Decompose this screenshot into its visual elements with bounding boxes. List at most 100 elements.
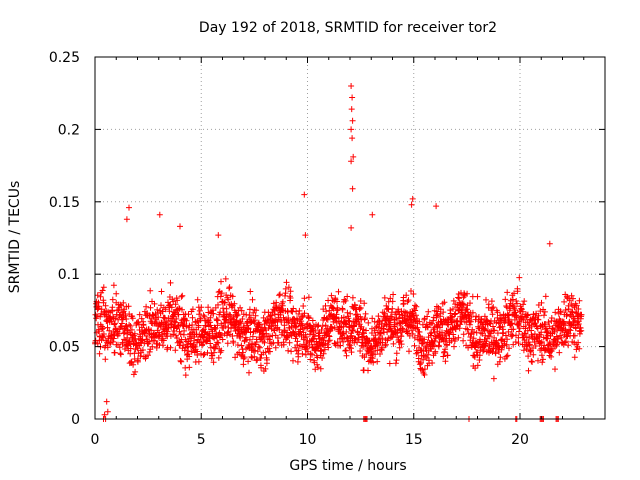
- data-point: [287, 295, 294, 301]
- data-point: [343, 328, 350, 335]
- data-point: [328, 292, 335, 299]
- data-point: [571, 332, 578, 339]
- data-point: [359, 333, 366, 340]
- data-point: [329, 325, 336, 332]
- data-point: [510, 341, 517, 348]
- data-point: [246, 336, 253, 343]
- data-point: [497, 354, 504, 361]
- data-point: [276, 292, 283, 299]
- data-point: [399, 325, 405, 332]
- data-point: [490, 323, 496, 330]
- data-point: [390, 340, 397, 347]
- data-point: [451, 343, 457, 350]
- data-point: [167, 344, 174, 351]
- data-point: [474, 293, 481, 300]
- data-point: [349, 294, 356, 301]
- data-point: [508, 333, 515, 340]
- data-point: [366, 337, 373, 344]
- data-point: [179, 292, 186, 299]
- data-point: [441, 299, 448, 306]
- data-point: [470, 335, 477, 342]
- data-point: [428, 320, 435, 327]
- data-point: [416, 318, 423, 325]
- data-point: [487, 320, 494, 327]
- data-point: [488, 298, 495, 305]
- data-point: [351, 322, 358, 329]
- data-point: [464, 290, 471, 297]
- data-point: [398, 341, 405, 348]
- data-point: [466, 321, 473, 328]
- data-point: [349, 135, 356, 142]
- data-point: [492, 350, 499, 357]
- data-point: [348, 106, 355, 113]
- data-point: [503, 353, 510, 360]
- data-point: [356, 331, 363, 338]
- data-point: [166, 308, 173, 315]
- data-point: [509, 296, 516, 303]
- data-point: [279, 298, 286, 305]
- data-point: [558, 334, 565, 341]
- x-tick-label: 10: [299, 432, 317, 448]
- data-point: [549, 346, 556, 352]
- data-point: [325, 344, 332, 351]
- data-point: [253, 357, 260, 364]
- data-point: [396, 344, 403, 351]
- data-point: [549, 325, 556, 332]
- data-point: [119, 309, 126, 316]
- data-point: [130, 361, 137, 368]
- data-point: [414, 324, 421, 331]
- data-point: [577, 325, 584, 331]
- data-point: [156, 211, 163, 218]
- data-point: [450, 297, 457, 304]
- data-point: [307, 356, 314, 363]
- data-point: [502, 332, 509, 339]
- data-point: [531, 331, 538, 337]
- data-point: [435, 343, 442, 350]
- data-point: [489, 305, 496, 312]
- data-point: [239, 316, 246, 322]
- data-point: [433, 203, 440, 210]
- data-point: [397, 319, 404, 326]
- data-point: [156, 329, 162, 336]
- data-point: [440, 353, 447, 360]
- data-point: [503, 341, 510, 348]
- data-point: [477, 329, 484, 336]
- data-point: [342, 297, 349, 304]
- data-point: [387, 319, 394, 326]
- data-point: [181, 327, 188, 334]
- data-point: [207, 340, 214, 347]
- data-point: [140, 322, 147, 329]
- data-point: [552, 309, 559, 316]
- data-point: [286, 339, 293, 346]
- data-point: [218, 347, 225, 354]
- data-point: [325, 338, 332, 345]
- data-point: [334, 298, 340, 305]
- data-point: [168, 304, 175, 311]
- data-point: [561, 298, 568, 305]
- data-point: [321, 346, 328, 353]
- data-point: [215, 232, 222, 239]
- data-point: [419, 340, 426, 347]
- data-point: [541, 308, 548, 315]
- data-point: [396, 311, 403, 318]
- data-point: [222, 275, 229, 282]
- data-point: [295, 347, 302, 354]
- data-point: [357, 298, 364, 304]
- data-point: [490, 327, 497, 334]
- data-point: [104, 408, 111, 415]
- y-tick-label: 0.05: [49, 340, 80, 356]
- data-point: [215, 289, 222, 296]
- data-point: [433, 314, 440, 321]
- data-point: [188, 348, 195, 355]
- data-point: [146, 348, 153, 355]
- data-point: [201, 313, 208, 320]
- data-point: [525, 353, 532, 360]
- data-point: [167, 279, 174, 286]
- data-point: [109, 296, 116, 303]
- data-point: [481, 313, 488, 320]
- data-point: [538, 329, 545, 336]
- data-point: [126, 340, 133, 346]
- data-point: [546, 323, 553, 330]
- data-point: [424, 313, 431, 320]
- data-point: [262, 349, 269, 356]
